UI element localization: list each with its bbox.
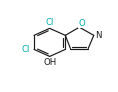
Text: Cl: Cl xyxy=(22,45,30,54)
Text: O: O xyxy=(78,19,85,28)
Text: OH: OH xyxy=(43,58,56,67)
Text: Cl: Cl xyxy=(45,18,54,27)
Text: N: N xyxy=(95,31,102,40)
